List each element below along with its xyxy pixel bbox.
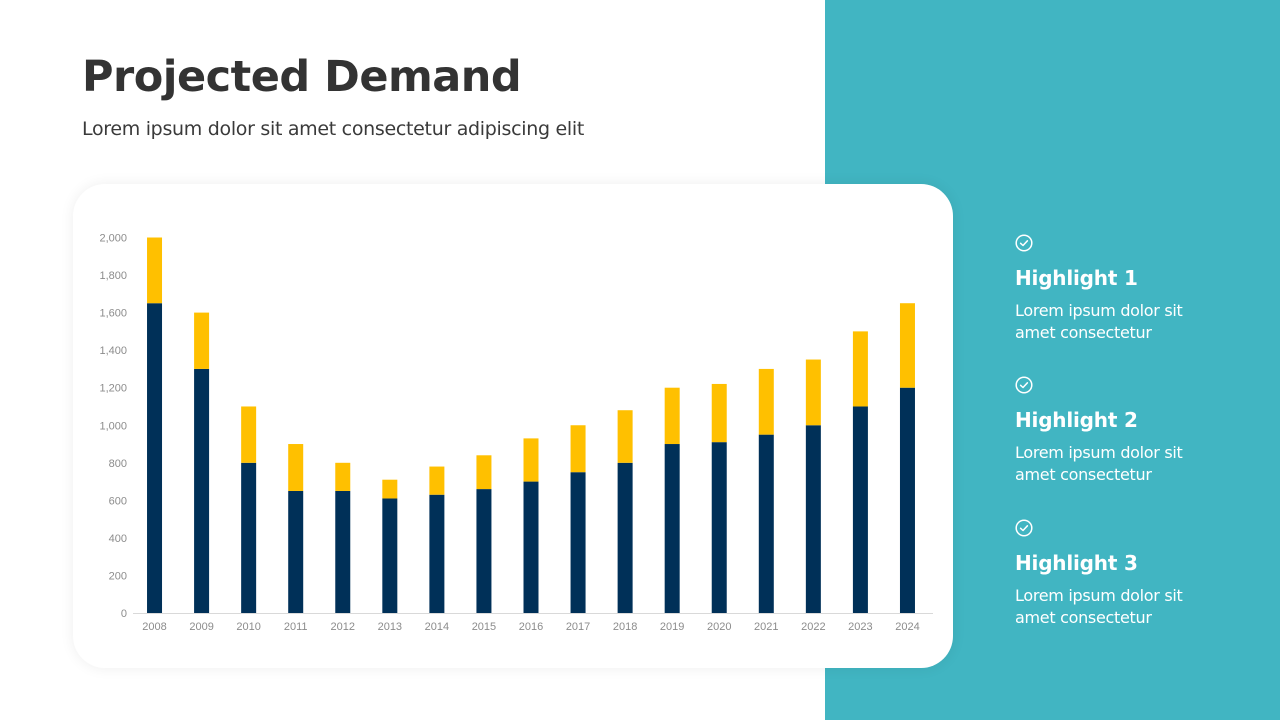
highlight-body: Lorem ipsum dolor sit amet consectetur [1015,300,1245,344]
bar-base-2009 [194,368,210,613]
y-tick-label: 800 [109,458,127,470]
x-tick-label: 2016 [519,621,543,633]
y-tick-label: 1,600 [99,308,127,320]
bar-base-2023 [852,406,868,613]
bar-additional-2021 [758,368,774,435]
y-tick-label: 2,000 [99,233,127,245]
slide-title: Projected Demand [82,52,522,102]
x-tick-label: 2021 [754,621,778,633]
x-axis: 2008 2009 2010 2011 2012 2013 2014 2015 2016 2017… [142,621,919,633]
x-tick-label: 2018 [613,621,637,633]
stacked-bar-chart: 0 200 400 600 800 1,000 1,200 1,400 1,600 1,800 2,… [99,233,933,633]
bar-base-2021 [758,434,774,613]
highlight-title: Highlight 2 [1015,408,1138,432]
bar-base-2020 [711,442,727,613]
x-tick-label: 2014 [425,621,449,633]
y-axis: 0 200 400 600 800 1,000 1,200 1,400 1,600 1,800 2,… [99,233,127,621]
x-tick-label: 2012 [331,621,355,633]
bar-base-2019 [664,444,680,613]
bar-additional-2017 [570,425,586,473]
x-tick-label: 2023 [848,621,872,633]
bar-additional-2020 [711,383,727,443]
bar-additional-2015 [476,455,492,490]
x-tick-label: 2011 [284,621,308,633]
bar-base-2016 [523,481,539,613]
highlight-body-line: amet consectetur [1015,323,1152,342]
y-tick-label: 0 [121,608,127,620]
bar-additional-2013 [382,479,398,499]
bar-base-2012 [335,490,351,613]
bar-base-2010 [241,462,257,613]
bar-additional-2012 [335,462,351,491]
bar-base-2022 [805,425,821,613]
bar-additional-2008 [147,237,163,304]
bar-base-2017 [570,472,586,613]
x-tick-label: 2009 [189,621,213,633]
bar-additional-2024 [899,303,915,388]
highlight-item: Highlight 2 Lorem ipsum dolor sit amet c… [1015,376,1245,486]
highlight-title: Highlight 3 [1015,551,1138,575]
x-tick-label: 2024 [895,621,919,633]
chart-card: 0 200 400 600 800 1,000 1,200 1,400 1,600 1,800 2,… [73,184,953,668]
bars-group [147,237,915,613]
y-tick-label: 1,400 [99,345,127,357]
highlight-title: Highlight 1 [1015,266,1138,290]
highlight-body-line: amet consectetur [1015,608,1152,627]
x-tick-label: 2017 [566,621,590,633]
bar-additional-2022 [805,359,821,426]
bar-base-2008 [147,303,163,613]
y-tick-label: 1,000 [99,420,127,432]
check-circle-icon [1015,234,1033,252]
slide-subtitle: Lorem ipsum dolor sit amet consectetur a… [82,118,584,140]
bar-base-2024 [899,387,915,613]
bar-base-2015 [476,489,492,613]
bar-additional-2011 [288,444,304,491]
bar-base-2014 [429,494,445,613]
bar-additional-2019 [664,387,680,445]
highlight-body-line: Lorem ipsum dolor sit [1015,443,1183,462]
x-tick-label: 2013 [378,621,402,633]
x-tick-label: 2022 [801,621,825,633]
bar-base-2011 [288,490,304,613]
highlight-body-line: Lorem ipsum dolor sit [1015,586,1183,605]
check-circle-icon [1015,376,1033,394]
bar-additional-2010 [241,406,257,463]
bar-base-2018 [617,462,633,613]
bar-additional-2018 [617,410,633,463]
highlight-body: Lorem ipsum dolor sit amet consectetur [1015,585,1245,629]
y-tick-label: 600 [109,495,127,507]
bar-additional-2023 [852,331,868,407]
bar-base-2013 [382,498,398,613]
y-tick-label: 1,200 [99,383,127,395]
y-tick-label: 1,800 [99,270,127,282]
bar-additional-2016 [523,438,539,482]
y-tick-label: 400 [109,533,127,545]
check-circle-icon [1015,519,1033,537]
highlight-item: Highlight 3 Lorem ipsum dolor sit amet c… [1015,519,1245,629]
x-tick-label: 2008 [142,621,166,633]
highlight-body: Lorem ipsum dolor sit amet consectetur [1015,442,1245,486]
highlight-item: Highlight 1 Lorem ipsum dolor sit amet c… [1015,234,1245,344]
bar-additional-2014 [429,466,445,495]
highlight-body-line: Lorem ipsum dolor sit [1015,301,1183,320]
x-tick-label: 2020 [707,621,731,633]
highlight-body-line: amet consectetur [1015,465,1152,484]
bar-additional-2009 [194,312,210,369]
x-tick-label: 2010 [236,621,260,633]
x-tick-label: 2019 [660,621,684,633]
y-tick-label: 200 [109,570,127,582]
x-tick-label: 2015 [472,621,496,633]
